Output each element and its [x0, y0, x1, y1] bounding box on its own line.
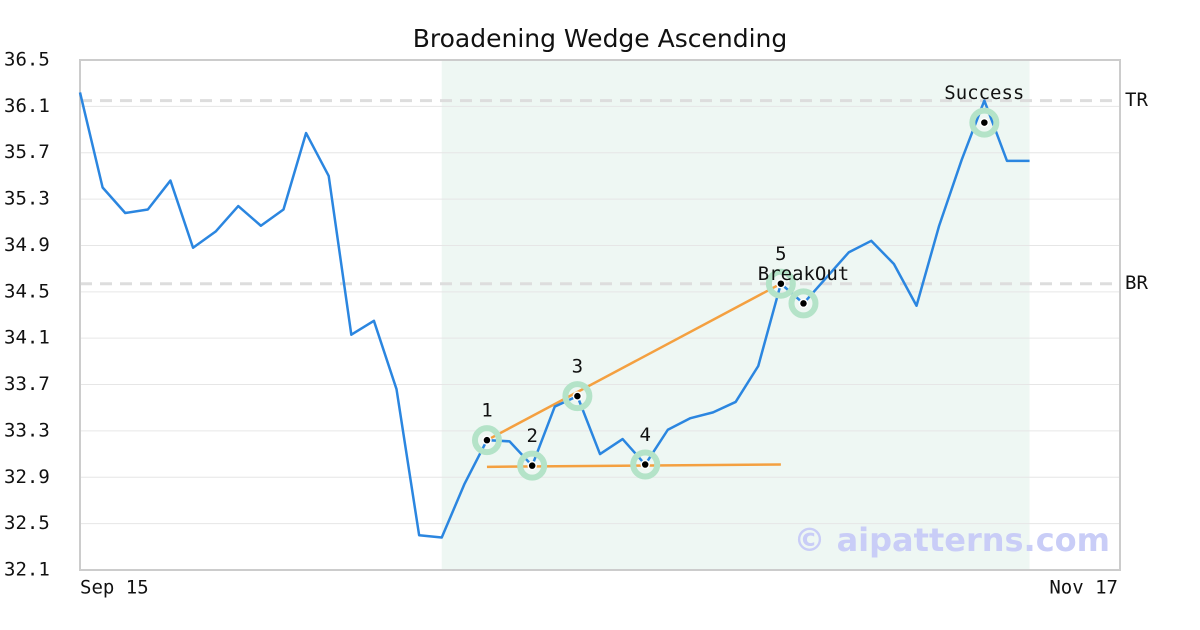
watermark: © aipatterns.com	[793, 521, 1110, 559]
point-label: 5	[775, 243, 786, 265]
point-label: Success	[944, 82, 1024, 104]
y-tick-label: 34.1	[4, 327, 50, 349]
y-tick-label: 33.7	[4, 373, 50, 395]
y-tick-label: 32.5	[4, 512, 50, 534]
reference-label: BR	[1125, 272, 1148, 294]
point-marker	[572, 391, 583, 401]
point-label: 1	[481, 400, 492, 422]
y-tick-label: 36.1	[4, 95, 50, 117]
y-tick-label: 33.3	[4, 419, 50, 441]
y-tick-label: 36.5	[4, 49, 50, 71]
point-halo	[788, 288, 819, 319]
y-tick-label: 34.5	[4, 280, 50, 302]
y-tick-label: 32.9	[4, 466, 50, 488]
point-halo	[630, 449, 661, 480]
pattern-region	[441, 60, 1030, 570]
point-marker	[776, 278, 786, 289]
point-marker	[979, 117, 990, 128]
reference-label: TR	[1125, 89, 1148, 111]
plot-frame	[79, 59, 1121, 571]
point-marker	[798, 298, 809, 309]
point-label: 4	[639, 424, 650, 446]
point-halo	[562, 381, 593, 412]
trend-line	[486, 282, 782, 442]
point-label: BreakOut	[758, 263, 850, 285]
point-label: 3	[572, 356, 583, 378]
point-halo	[471, 425, 502, 456]
point-marker	[640, 459, 650, 470]
point-halo	[969, 107, 1000, 138]
y-tick-label: 35.3	[4, 188, 50, 210]
chart-title: Broadening Wedge Ascending	[413, 24, 788, 53]
y-tick-label: 34.9	[4, 234, 50, 256]
point-marker	[482, 435, 492, 445]
point-halo	[517, 450, 548, 481]
y-tick-label: 32.1	[4, 559, 50, 581]
x-tick-label: Nov 17	[1049, 577, 1118, 599]
point-halo	[765, 268, 796, 299]
point-label: 2	[526, 425, 537, 447]
price-line	[78, 92, 1030, 539]
x-tick-label: Sep 15	[80, 577, 149, 599]
point-marker	[527, 460, 537, 471]
y-tick-label: 35.7	[4, 141, 50, 163]
